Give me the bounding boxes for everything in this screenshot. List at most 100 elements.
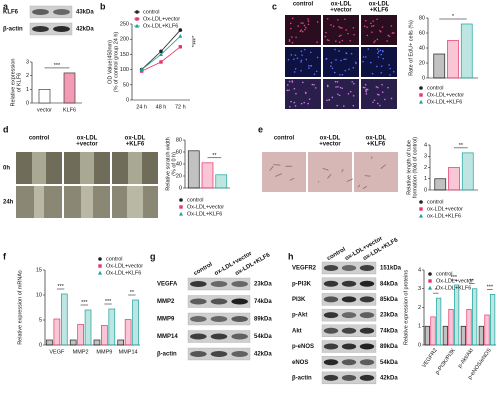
y-axis-label: Relative expression of mRNAs — [17, 270, 23, 345]
cell — [392, 70, 395, 73]
cell — [370, 22, 372, 25]
blot-band — [323, 327, 339, 334]
cell — [347, 32, 349, 35]
cell — [369, 61, 372, 64]
legend-label: control — [427, 199, 444, 205]
cell — [392, 32, 395, 34]
cell — [311, 83, 314, 86]
y-tick-label: 0 — [26, 100, 29, 106]
cell — [338, 41, 341, 43]
legend-label: control — [436, 271, 453, 277]
cell — [328, 99, 331, 101]
point — [178, 33, 183, 38]
point — [139, 67, 144, 72]
blot-size: 42kDa — [76, 27, 94, 33]
y-tick-label: 3 — [26, 59, 29, 65]
y-axis-label: Relative length of tube — [406, 140, 412, 195]
bar — [472, 288, 478, 346]
cell — [300, 22, 303, 24]
bar — [53, 318, 61, 346]
blot-label: Akt — [292, 328, 302, 334]
panel-label: c — [272, 1, 277, 11]
cell — [286, 89, 289, 92]
blot-band — [210, 333, 228, 340]
cell — [315, 70, 318, 73]
cell — [307, 102, 309, 105]
cell — [366, 26, 368, 28]
cell — [363, 25, 366, 27]
cell — [290, 27, 292, 30]
y-tick-label: 20 — [419, 60, 425, 66]
cell — [326, 84, 329, 87]
blot-size: 74kDa — [254, 299, 272, 305]
blot-band — [359, 265, 375, 271]
legend-marker — [419, 207, 423, 211]
cell — [341, 87, 343, 90]
blot-size: 43kDa — [76, 10, 94, 16]
legend-marker — [179, 211, 183, 216]
x-tick-label: VEGFR2 — [421, 348, 439, 369]
significance: *** — [105, 299, 112, 305]
blot-band — [323, 343, 339, 350]
column-header: ox-LDL — [366, 136, 387, 142]
bar — [430, 316, 436, 346]
bar — [448, 309, 454, 346]
cell — [345, 29, 347, 31]
legend-label: Ox-LDL+KLF6 — [436, 285, 471, 291]
legend-label: ox-LDL+KLF6 — [427, 213, 461, 219]
y-tick-label: 50 — [123, 82, 129, 88]
y-tick-label: 0 — [179, 185, 182, 191]
significance: ** — [212, 153, 217, 159]
cell — [294, 54, 297, 56]
legend-marker — [419, 200, 423, 204]
y-tick-label: 60 — [419, 30, 425, 36]
bar — [77, 324, 84, 346]
panel-label: g — [150, 251, 156, 261]
blot-band — [231, 316, 248, 322]
significance: *** — [57, 284, 64, 290]
y-axis-label: Rate of EdU+ cells (%) — [408, 20, 414, 76]
cell — [291, 36, 293, 38]
cell — [338, 35, 341, 38]
cell — [341, 27, 343, 29]
cell — [303, 48, 306, 51]
cell — [388, 35, 391, 38]
x-tick-label: MMP2 — [73, 349, 89, 355]
cell — [316, 41, 318, 44]
x-tick-label: KLF6 — [63, 107, 76, 113]
cell — [325, 31, 327, 34]
cell — [328, 39, 330, 42]
cell — [302, 22, 304, 24]
blot-band — [341, 343, 357, 350]
column-header: ox-LDL — [369, 2, 390, 8]
blot-label: β-actin — [157, 352, 177, 358]
cell — [377, 86, 379, 89]
bar — [454, 284, 460, 346]
y-tick-label: 80 — [176, 137, 182, 143]
legend-marker — [428, 285, 432, 290]
blot-band — [323, 359, 339, 366]
significance: ** — [459, 143, 464, 149]
point — [159, 49, 163, 54]
legend-marker — [419, 213, 423, 218]
bar — [442, 325, 448, 346]
y-tick-label: 0 — [126, 97, 129, 103]
micrograph — [361, 15, 397, 45]
tube — [380, 164, 386, 169]
cell — [324, 35, 327, 38]
cell — [389, 74, 391, 76]
cell — [289, 105, 291, 108]
blot-band — [359, 312, 375, 319]
cell — [330, 65, 332, 67]
blot-band — [359, 359, 375, 366]
y-tick-label: 10 — [36, 292, 42, 298]
y-axis-label: (% of control group 24 h) — [113, 32, 119, 93]
legend-marker — [135, 17, 139, 21]
significance: ** — [130, 290, 135, 296]
cell — [380, 65, 383, 67]
blot-band — [359, 280, 375, 287]
y-axis-label: Relative scratch width — [165, 137, 171, 191]
column-header: ox-LDL — [331, 2, 352, 8]
cell — [389, 67, 391, 70]
cell — [377, 50, 380, 53]
